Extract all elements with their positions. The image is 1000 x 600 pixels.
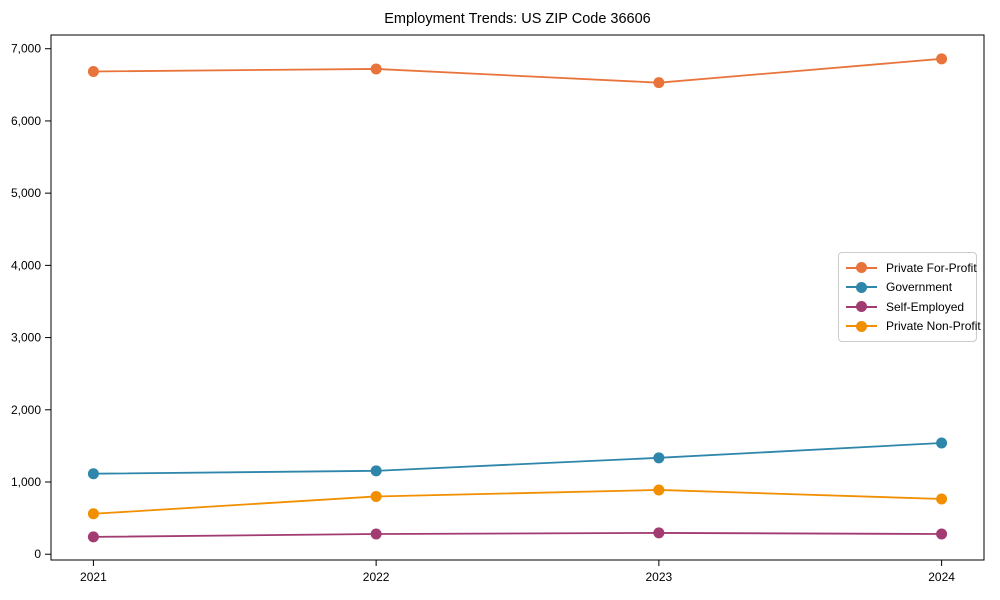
legend-item-government: Government bbox=[846, 280, 972, 295]
x-tick-label: 2022 bbox=[363, 570, 390, 584]
data-point-marker bbox=[370, 528, 382, 540]
y-tick-label: 4,000 bbox=[11, 258, 41, 272]
x-tick-label: 2021 bbox=[80, 570, 107, 584]
legend-marker-dot bbox=[856, 281, 867, 293]
legend-item-private-for-profit: Private For-Profit bbox=[846, 260, 977, 275]
data-point-marker bbox=[87, 531, 99, 543]
legend-label: Private Non-Profit bbox=[886, 319, 981, 334]
y-tick-label: 0 bbox=[34, 547, 41, 561]
series-line bbox=[93, 532, 942, 538]
legend-marker-dot bbox=[856, 262, 867, 274]
y-tick-label: 7,000 bbox=[11, 42, 41, 56]
legend-label: Self-Employed bbox=[886, 299, 965, 314]
data-point-marker bbox=[653, 484, 665, 496]
legend-item-self-employed: Self-Employed bbox=[846, 299, 972, 314]
series-line bbox=[93, 57, 942, 84]
data-point-marker bbox=[653, 77, 665, 89]
data-point-marker bbox=[87, 468, 99, 480]
data-point-marker bbox=[653, 452, 665, 464]
data-point-marker bbox=[936, 437, 948, 449]
y-tick-label: 2,000 bbox=[11, 403, 41, 417]
y-tick-label: 3,000 bbox=[11, 331, 41, 345]
chart-title: Employment Trends: US ZIP Code 36606 bbox=[384, 11, 651, 27]
legend-marker-dot bbox=[856, 301, 867, 313]
legend-label: Private For-Profit bbox=[886, 260, 977, 275]
x-tick-label: 2024 bbox=[928, 570, 955, 584]
legend-marker-icon bbox=[846, 320, 877, 332]
data-point-marker bbox=[87, 508, 99, 520]
data-point-marker bbox=[87, 65, 99, 77]
y-tick-label: 5,000 bbox=[11, 186, 41, 200]
legend-item-private-non-profit: Private Non-Profit bbox=[846, 319, 981, 334]
y-tick-label: 6,000 bbox=[11, 114, 41, 128]
legend-marker-icon bbox=[846, 262, 877, 274]
plot-border bbox=[50, 34, 985, 561]
legend-label: Government bbox=[886, 280, 953, 295]
x-tick-label: 2023 bbox=[646, 570, 673, 584]
data-point-marker bbox=[936, 493, 948, 505]
data-point-marker bbox=[370, 490, 382, 502]
legend-marker-icon bbox=[846, 281, 877, 293]
series-line bbox=[93, 442, 942, 475]
series-line bbox=[93, 489, 942, 515]
data-point-marker bbox=[936, 528, 948, 540]
legend-marker-icon bbox=[846, 301, 877, 313]
data-point-marker bbox=[936, 53, 948, 65]
y-tick-label: 1,000 bbox=[11, 475, 41, 489]
legend: Private For-Profit Government Self-Emplo… bbox=[838, 252, 981, 342]
data-point-marker bbox=[370, 465, 382, 477]
legend-marker-dot bbox=[856, 320, 867, 332]
data-point-marker bbox=[370, 63, 382, 75]
data-point-marker bbox=[653, 527, 665, 539]
